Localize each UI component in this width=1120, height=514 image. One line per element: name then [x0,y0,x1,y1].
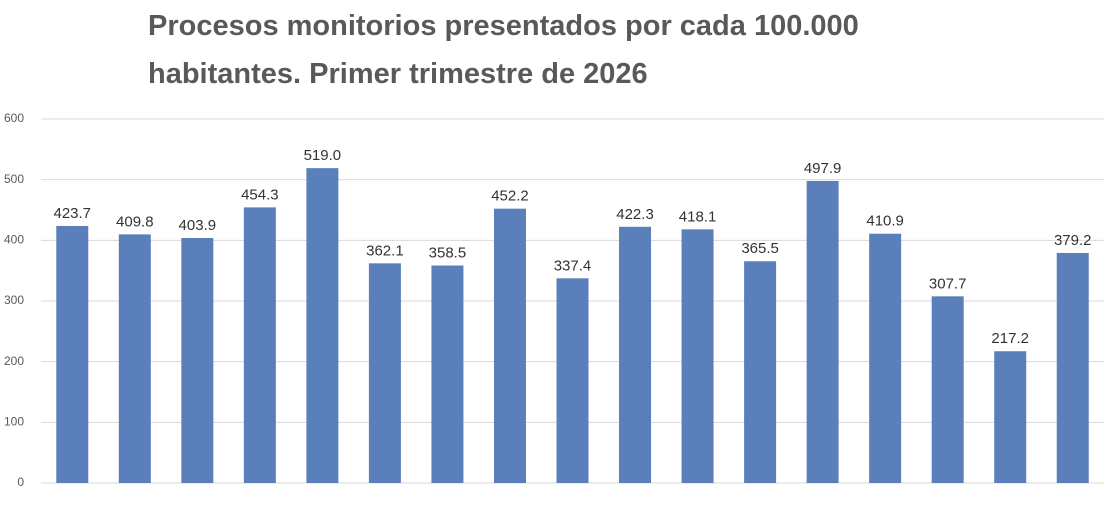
bar [806,180,839,483]
data-label: 307.7 [929,275,967,292]
data-label: 409.8 [116,213,154,230]
data-label: 337.4 [554,257,592,274]
bar [181,237,214,483]
data-label: 418.1 [679,208,717,225]
y-tick-label: 500 [4,172,24,186]
y-tick-label: 300 [4,293,24,307]
data-label: 217.2 [991,330,1029,347]
bar [56,225,89,484]
bar [306,168,339,483]
data-label: 422.3 [616,206,654,223]
data-label: 519.0 [304,147,342,164]
data-label: 379.2 [1054,232,1092,249]
bar [493,208,526,483]
bar [368,263,401,483]
bar [556,278,589,483]
y-tick-label: 0 [17,475,24,489]
bar [994,351,1027,483]
bar [931,296,964,483]
bar [619,226,652,483]
data-label: 410.9 [866,213,904,230]
data-label: 365.5 [741,240,779,257]
data-label: 403.9 [179,217,217,234]
y-tick-label: 400 [4,233,24,247]
bar [681,229,714,483]
y-tick-label: 100 [4,415,24,429]
y-tick-label: 600 [4,111,24,125]
data-label: 497.9 [804,160,842,177]
bar [1056,252,1089,483]
chart-title: Procesos monitorios presentados por cada… [148,10,859,90]
data-label: 452.2 [491,188,529,205]
bar [744,261,777,483]
data-label: 423.7 [53,205,91,222]
bar [243,207,276,483]
bar [118,234,151,483]
data-label: 454.3 [241,186,279,203]
data-label: 358.5 [429,244,467,261]
data-label: 362.1 [366,242,404,259]
bar [431,265,464,483]
y-tick-label: 200 [4,354,24,368]
bar [869,233,902,483]
